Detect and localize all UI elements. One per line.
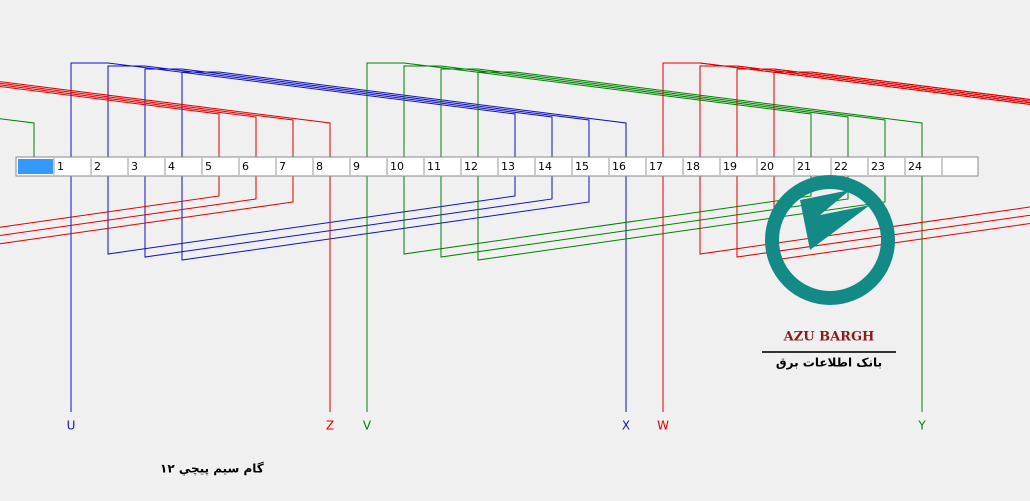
wire bbox=[440, 68, 886, 158]
wire bbox=[144, 175, 553, 258]
wire bbox=[773, 71, 1030, 158]
slot-number: 14 bbox=[538, 160, 552, 173]
wire bbox=[144, 68, 590, 158]
wire bbox=[0, 118, 35, 158]
slot-number: 12 bbox=[464, 160, 478, 173]
logo-subtitle: بانک اطلاعات برق bbox=[776, 356, 882, 370]
wire bbox=[477, 175, 886, 261]
slot-number: 2 bbox=[94, 160, 101, 173]
terminal-label: V bbox=[363, 419, 372, 433]
terminal-label: U bbox=[67, 419, 76, 433]
wire bbox=[0, 81, 331, 158]
slot-number: 3 bbox=[131, 160, 138, 173]
wire bbox=[699, 175, 1030, 255]
wire bbox=[477, 71, 923, 158]
wire bbox=[107, 175, 516, 255]
terminal-label: X bbox=[622, 419, 630, 433]
wire bbox=[0, 175, 257, 236]
slot-number: 5 bbox=[205, 160, 212, 173]
terminal-label: Z bbox=[326, 419, 334, 433]
slot-number: 21 bbox=[797, 160, 811, 173]
slot-number: 19 bbox=[723, 160, 737, 173]
slot-number: 23 bbox=[871, 160, 885, 173]
terminal-label: W bbox=[657, 419, 669, 433]
terminal-label: Y bbox=[917, 419, 926, 433]
wire bbox=[699, 65, 1030, 158]
slot-number: 9 bbox=[353, 160, 360, 173]
logo-title: AZU BARGH bbox=[783, 330, 875, 345]
wires bbox=[0, 62, 1030, 412]
slot-number: 24 bbox=[908, 160, 922, 173]
wire bbox=[736, 68, 1030, 158]
wire bbox=[0, 175, 294, 245]
slot-number: 7 bbox=[279, 160, 286, 173]
slot-number: 16 bbox=[612, 160, 626, 173]
slot-number: 1 bbox=[57, 160, 64, 173]
wire bbox=[736, 175, 1030, 258]
slot-number: 10 bbox=[390, 160, 404, 173]
caption: گام سیم پیچي ۱۲ bbox=[160, 462, 264, 477]
slot-number: 13 bbox=[501, 160, 515, 173]
wire bbox=[0, 175, 220, 228]
wire bbox=[0, 86, 220, 158]
slot-number: 20 bbox=[760, 160, 774, 173]
wire bbox=[181, 71, 627, 158]
slot-strip bbox=[15, 156, 979, 177]
selected-cell bbox=[18, 159, 53, 174]
wire bbox=[0, 82, 294, 158]
slot-number: 6 bbox=[242, 160, 249, 173]
logo: AZU BARGH بانک اطلاعات برق bbox=[762, 175, 896, 370]
slots: 1 2 3 4 5 6 7 8 9 10 11 12 13 14 15 16 17 18 19 20 21 22 23 24 bbox=[53, 158, 943, 175]
logo-ring bbox=[765, 175, 895, 305]
slot-number: 22 bbox=[834, 160, 848, 173]
slot-number: 17 bbox=[649, 160, 663, 173]
wire bbox=[70, 62, 516, 158]
logo-bolt bbox=[800, 190, 870, 250]
slot-number: 8 bbox=[316, 160, 323, 173]
slot-number: 18 bbox=[686, 160, 700, 173]
wire bbox=[662, 62, 1030, 158]
wire bbox=[403, 65, 849, 158]
slot-number: 11 bbox=[427, 160, 441, 173]
slot-number: 15 bbox=[575, 160, 589, 173]
wire bbox=[0, 84, 257, 158]
wire bbox=[366, 62, 812, 158]
slot-number: 4 bbox=[168, 160, 175, 173]
